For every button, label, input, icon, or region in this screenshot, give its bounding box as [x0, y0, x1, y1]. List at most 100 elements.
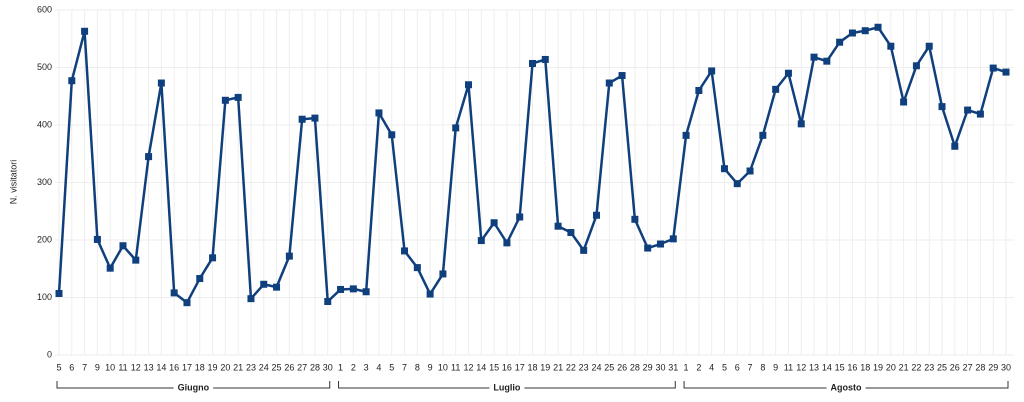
x-tick-label: 21	[899, 362, 909, 372]
y-tick-label: 300	[37, 177, 52, 187]
point	[861, 27, 869, 35]
x-tick-label: 14	[822, 362, 832, 372]
point	[247, 295, 255, 303]
x-tick-label: 29	[643, 362, 653, 372]
point	[759, 131, 767, 139]
point	[618, 72, 626, 80]
x-tick-label: 22	[566, 362, 576, 372]
point	[81, 27, 89, 35]
point	[784, 69, 792, 77]
x-tick-label: 30	[1001, 362, 1011, 372]
point	[490, 219, 498, 227]
x-tick-label: 15	[489, 362, 499, 372]
point	[324, 298, 332, 306]
x-tick-label: 14	[156, 362, 166, 372]
point	[516, 213, 524, 221]
x-tick-label: 17	[182, 362, 192, 372]
point	[183, 299, 191, 307]
x-tick-label: 11	[118, 362, 127, 372]
point	[656, 240, 664, 248]
point	[836, 38, 844, 46]
x-tick-label: 21	[553, 362, 563, 372]
x-tick-label: 24	[591, 362, 601, 372]
x-tick-label: 21	[233, 362, 243, 372]
point	[209, 254, 217, 262]
x-tick-label: 18	[527, 362, 537, 372]
x-tick-label: 6	[735, 362, 740, 372]
point	[388, 131, 396, 139]
point	[797, 120, 805, 128]
point	[298, 115, 306, 123]
x-tick-label: 1	[684, 362, 689, 372]
point	[605, 79, 613, 87]
point	[823, 57, 831, 65]
point	[413, 264, 421, 272]
x-tick-label: 11	[784, 362, 793, 372]
x-tick-label: 4	[376, 362, 381, 372]
x-tick-label: 11	[451, 362, 460, 372]
point	[951, 142, 959, 150]
x-tick-label: 12	[464, 362, 474, 372]
point	[119, 242, 127, 250]
x-tick-label: 7	[748, 362, 753, 372]
point	[912, 62, 920, 70]
point	[848, 29, 856, 37]
point	[273, 283, 281, 291]
x-tick-label: 4	[709, 362, 714, 372]
point	[285, 252, 293, 260]
x-tick-label: 3	[364, 362, 369, 372]
y-tick-label: 500	[37, 62, 52, 72]
x-tick-label: 24	[259, 362, 269, 372]
point	[145, 153, 153, 161]
point	[529, 59, 536, 67]
x-tick-label: 12	[131, 362, 141, 372]
point	[810, 53, 818, 61]
x-tick-label: 23	[246, 362, 256, 372]
x-tick-label: 29	[988, 362, 998, 372]
point	[567, 229, 575, 237]
x-tick-label: 5	[389, 362, 394, 372]
group-bracket	[56, 381, 331, 389]
point	[68, 77, 76, 85]
x-tick-label: 27	[297, 362, 307, 372]
point	[874, 23, 882, 31]
x-tick-label: 2	[696, 362, 701, 372]
point	[426, 290, 434, 298]
x-tick-label: 25	[272, 362, 282, 372]
point	[337, 285, 345, 293]
point	[106, 264, 114, 272]
group-label: Agosto	[831, 382, 862, 392]
x-tick-label: 16	[169, 362, 179, 372]
x-tick-label: 16	[502, 362, 512, 372]
point	[401, 247, 409, 255]
x-tick-label: 31	[668, 362, 678, 372]
x-tick-label: 16	[847, 362, 857, 372]
y-tick-label: 100	[37, 292, 52, 302]
group-bracket	[338, 381, 676, 389]
x-tick-label: 17	[515, 362, 525, 372]
x-tick-label: 9	[428, 362, 433, 372]
point	[55, 289, 63, 297]
point	[733, 180, 741, 188]
x-tick-label: 26	[284, 362, 294, 372]
point	[708, 67, 716, 75]
y-tick-label: 0	[47, 349, 52, 359]
point	[157, 79, 165, 87]
x-tick-label: 2	[351, 362, 356, 372]
point	[938, 103, 946, 111]
x-tick-label: 25	[937, 362, 947, 372]
point	[93, 235, 101, 243]
point	[221, 96, 229, 104]
point	[669, 235, 677, 243]
x-tick-label: 8	[415, 362, 420, 372]
group-label: Luglio	[493, 382, 520, 392]
x-tick-label: 26	[950, 362, 960, 372]
x-tick-label: 28	[310, 362, 320, 372]
point	[720, 165, 728, 173]
point	[1002, 68, 1010, 76]
point	[362, 288, 370, 296]
x-tick-label: 18	[860, 362, 870, 372]
x-tick-label: 30	[655, 362, 665, 372]
point	[964, 106, 972, 114]
